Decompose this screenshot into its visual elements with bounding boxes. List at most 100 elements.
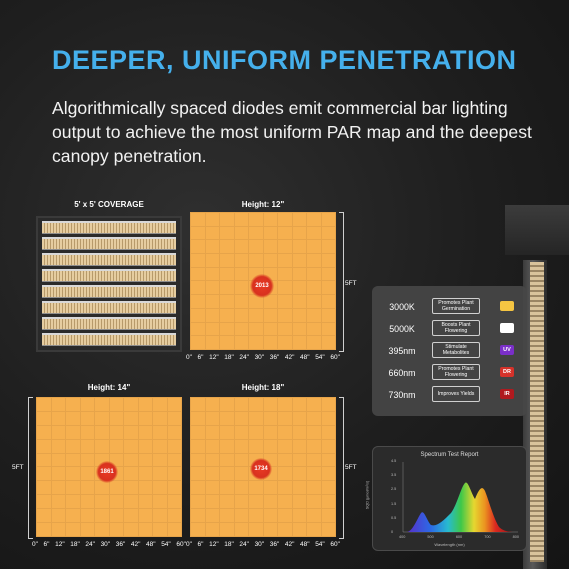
- par-cell: [109, 411, 123, 425]
- spectrum-name: 730nm: [388, 390, 416, 400]
- par-cell: [307, 481, 321, 495]
- par-cell: [167, 467, 181, 481]
- par-cell: [307, 509, 321, 523]
- par-cell: [263, 295, 277, 308]
- par-cell: [249, 425, 263, 439]
- par-cell: [263, 226, 277, 240]
- par-cell: [263, 336, 277, 349]
- par-cell: [321, 240, 335, 254]
- spectrum-x-label: Wavelength (nm): [434, 542, 465, 547]
- par-cell: [138, 509, 152, 523]
- par-cell: [51, 411, 65, 425]
- par-cell: [263, 240, 277, 254]
- par-cell: [66, 509, 80, 523]
- par-cell: [205, 467, 219, 481]
- par-cell: [124, 398, 138, 411]
- par-cell: [205, 336, 219, 349]
- par-cell: [95, 495, 109, 509]
- spectrum-role: Boosts Plant Flowering: [432, 320, 480, 336]
- par-cell: [234, 240, 248, 254]
- spectrum-panel: 3000K Promotes Plant Germination 5000K B…: [372, 286, 527, 416]
- tick-label: 42": [284, 354, 295, 361]
- size-label: 5FT: [12, 464, 24, 471]
- par-cell: [66, 453, 80, 467]
- tick-label: 0": [186, 354, 192, 361]
- par-cell: [124, 481, 138, 495]
- spectrum-row: 5000K Boosts Plant Flowering: [372, 320, 527, 338]
- par-cell: [278, 322, 292, 336]
- par-cell: [66, 398, 80, 411]
- par-cell: [205, 481, 219, 495]
- par-cell: [307, 308, 321, 322]
- par-cell: [138, 425, 152, 439]
- par-cell: [278, 240, 292, 254]
- par-cell: [307, 213, 321, 226]
- par-cell: [124, 523, 138, 536]
- tick-label: 48": [300, 541, 310, 548]
- par-cell: [321, 226, 335, 240]
- par-cell: [220, 398, 234, 411]
- par-cell: [66, 481, 80, 495]
- par-cell: [292, 523, 306, 536]
- par-cell: [278, 336, 292, 349]
- par-cell: [205, 322, 219, 336]
- par-cell: [220, 281, 234, 295]
- par-cell: [220, 240, 234, 254]
- par-cell: [307, 322, 321, 336]
- par-cell: [191, 336, 205, 349]
- tick-label: 6": [197, 541, 204, 548]
- par-cell: [153, 481, 167, 495]
- par-cell: [249, 411, 263, 425]
- par-cell: [307, 411, 321, 425]
- par-cell: [191, 254, 205, 267]
- par-cell: [292, 425, 306, 439]
- par-cell: [80, 523, 94, 536]
- par-cell: [307, 398, 321, 411]
- par-cell: [138, 398, 152, 411]
- par-cell: [66, 439, 80, 453]
- headline: DEEPER, UNIFORM PENETRATION: [52, 45, 517, 75]
- par-cell: [321, 509, 335, 523]
- par-cell: [95, 425, 109, 439]
- par-cell: [80, 411, 94, 425]
- par-cell: [220, 411, 234, 425]
- tick-label: 54": [315, 354, 325, 361]
- spectrum-color-indicator: DR: [500, 367, 514, 377]
- light-fixture-image: [36, 216, 182, 352]
- par-cell: [124, 467, 138, 481]
- par-cell: [321, 439, 335, 453]
- par-cell: [191, 213, 205, 226]
- par-cell: [167, 523, 181, 536]
- par-cell: [153, 453, 167, 467]
- par-cell: [37, 495, 51, 509]
- tick-label: 600: [455, 535, 463, 539]
- par-cell: [153, 467, 167, 481]
- par-cell: [249, 523, 263, 536]
- par-cell: [292, 240, 306, 254]
- par-cell: [153, 439, 167, 453]
- par-cell: [307, 336, 321, 349]
- par-cell: [307, 226, 321, 240]
- par-cell: [321, 308, 335, 322]
- par-cell: [249, 254, 263, 267]
- par-cell: [321, 425, 335, 439]
- tick-label: 60": [176, 541, 186, 548]
- par-cell: [95, 523, 109, 536]
- par-cell: [66, 523, 80, 536]
- par-cell: [205, 226, 219, 240]
- par-map-title: Height: 14": [87, 383, 131, 392]
- par-cell: [292, 439, 306, 453]
- par-cell: [191, 439, 205, 453]
- par-cell: [307, 267, 321, 281]
- par-cell: [138, 481, 152, 495]
- par-cell: [153, 398, 167, 411]
- par-cell: [51, 467, 65, 481]
- tick-label: 36": [269, 541, 280, 548]
- par-cell: [321, 254, 335, 267]
- tick-label: 42": [130, 541, 141, 548]
- par-cell: [220, 509, 234, 523]
- par-cell: [205, 411, 219, 425]
- par-cell: [80, 453, 94, 467]
- par-cell: [234, 267, 248, 281]
- par-cell: [37, 481, 51, 495]
